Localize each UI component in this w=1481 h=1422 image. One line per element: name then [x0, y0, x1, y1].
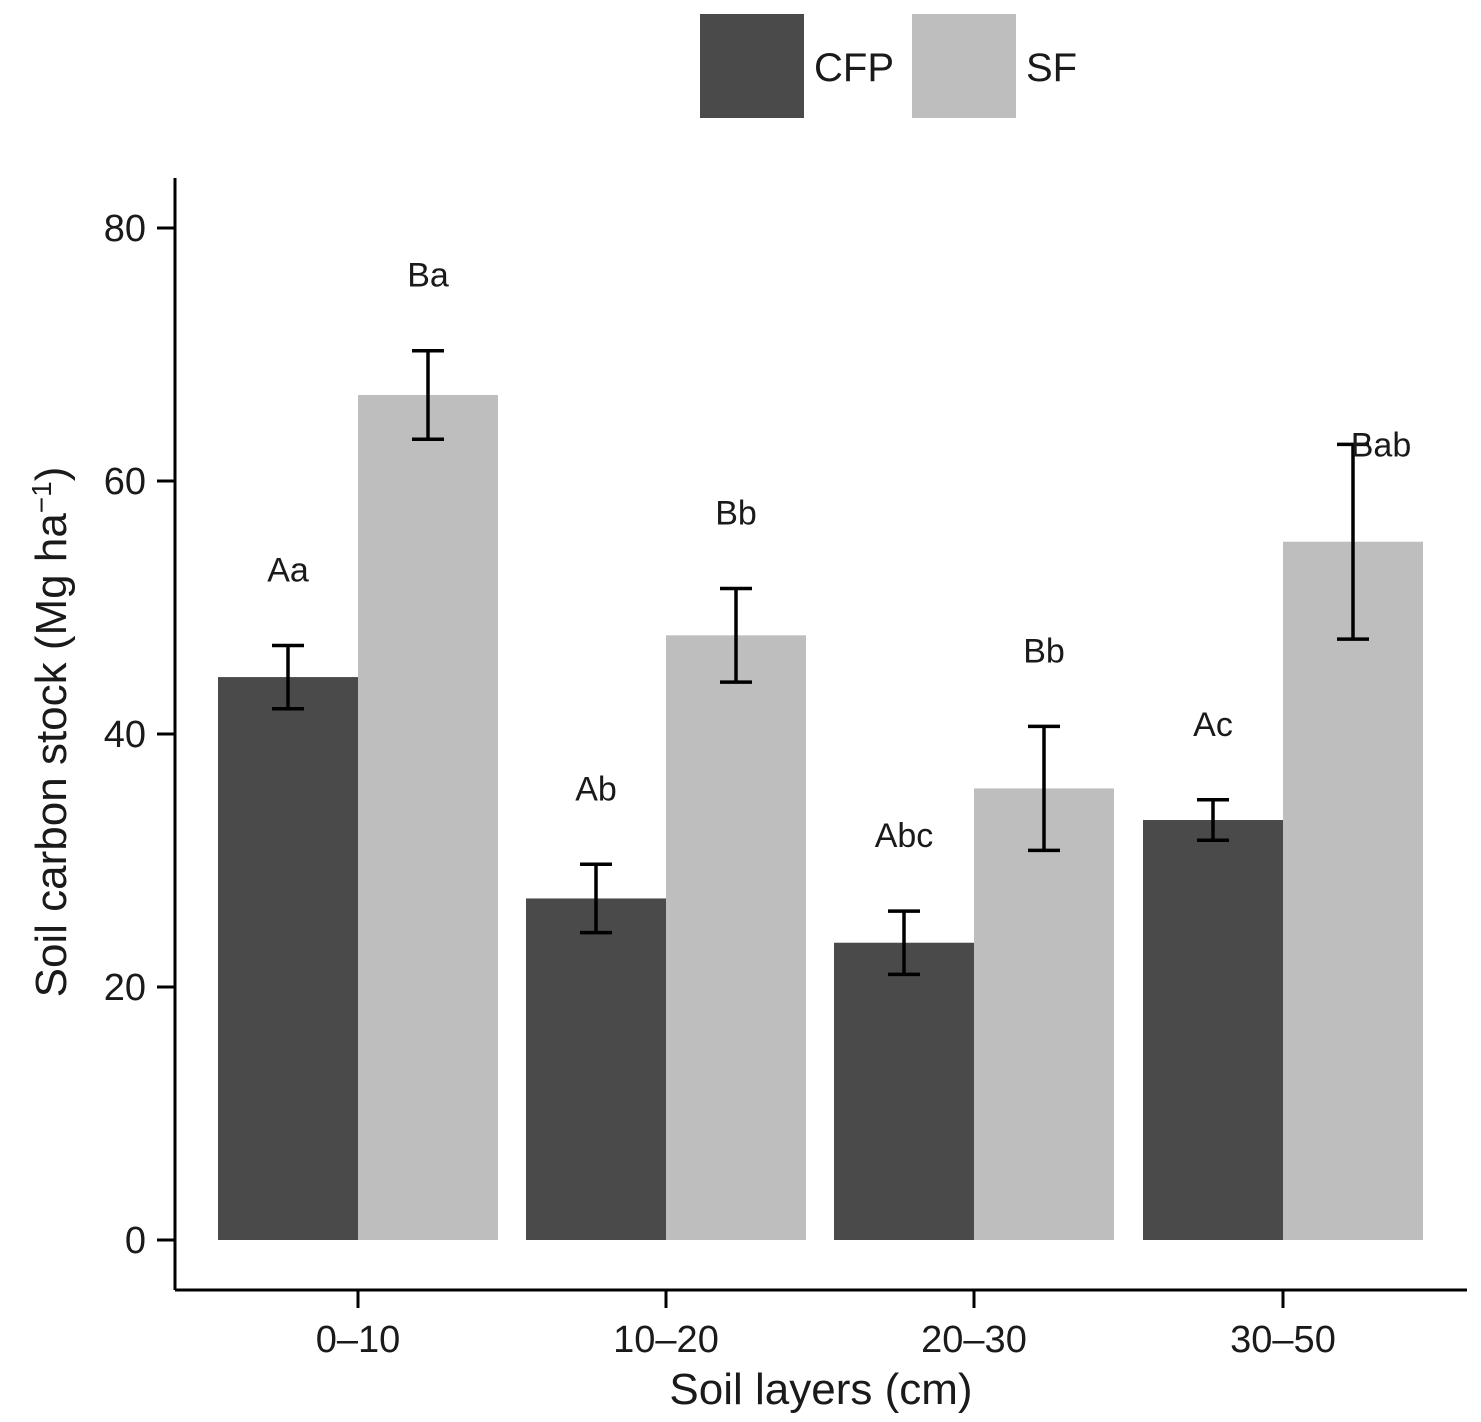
y-ticks: 0 20 40 60 80: [104, 208, 175, 1262]
error-bar: [272, 643, 304, 711]
y-axis-title-close: ): [27, 467, 76, 482]
significance-label: Bab: [1351, 426, 1412, 464]
error-bar: [888, 909, 920, 977]
y-axis-title-superscript: −1: [26, 481, 57, 513]
bar-cfp: [1143, 820, 1283, 1240]
x-tick-label: 10–20: [613, 1319, 719, 1361]
error-bar: [1337, 442, 1369, 641]
significance-label: Bb: [715, 495, 757, 533]
legend-swatch: [912, 14, 1016, 118]
significance-label: Abc: [875, 817, 934, 855]
bar-sf: [974, 788, 1114, 1240]
significance-label: Bb: [1023, 632, 1065, 670]
bar-sf: [666, 635, 806, 1240]
legend: CFP SF: [700, 14, 1077, 118]
y-axis-title-main: Soil carbon stock (Mg ha: [27, 513, 76, 998]
significance-label: Ba: [407, 257, 449, 295]
error-bar: [412, 348, 444, 442]
significance-labels: Aa Ab Abc Ac Ba Bb Bb Bab: [267, 257, 1411, 855]
legend-label: CFP: [814, 46, 894, 90]
x-tick-label: 20–30: [921, 1319, 1027, 1361]
y-tick-label: 20: [104, 967, 146, 1009]
bar-cfp: [218, 677, 358, 1240]
bar-cfp: [834, 942, 974, 1240]
legend-swatch: [700, 14, 804, 118]
y-axis-title: Soil carbon stock (Mg ha−1): [26, 467, 77, 998]
x-ticks: 0–10 10–20 20–30 30–50: [316, 1290, 1336, 1361]
legend-item-cfp: CFP: [700, 14, 894, 118]
legend-item-sf: SF: [912, 14, 1077, 118]
x-axis-title: Soil layers (cm): [669, 1365, 972, 1414]
significance-label: Ac: [1193, 706, 1233, 744]
bars: [218, 394, 1423, 1241]
significance-label: Aa: [267, 551, 309, 589]
y-tick-label: 40: [104, 714, 146, 756]
error-bar: [1028, 724, 1060, 853]
bar-cfp: [526, 898, 666, 1240]
legend-label: SF: [1026, 46, 1077, 90]
y-tick-label: 0: [125, 1220, 146, 1262]
y-tick-label: 60: [104, 461, 146, 503]
error-bar: [580, 862, 612, 935]
bar-sf: [1283, 541, 1423, 1240]
bar-sf: [358, 394, 498, 1241]
y-tick-label: 80: [104, 208, 146, 250]
x-tick-label: 30–50: [1230, 1319, 1336, 1361]
error-bars: [272, 348, 1369, 977]
error-bar: [1197, 798, 1229, 843]
significance-label: Ab: [575, 770, 617, 808]
x-tick-label: 0–10: [316, 1319, 401, 1361]
error-bar: [720, 586, 752, 684]
